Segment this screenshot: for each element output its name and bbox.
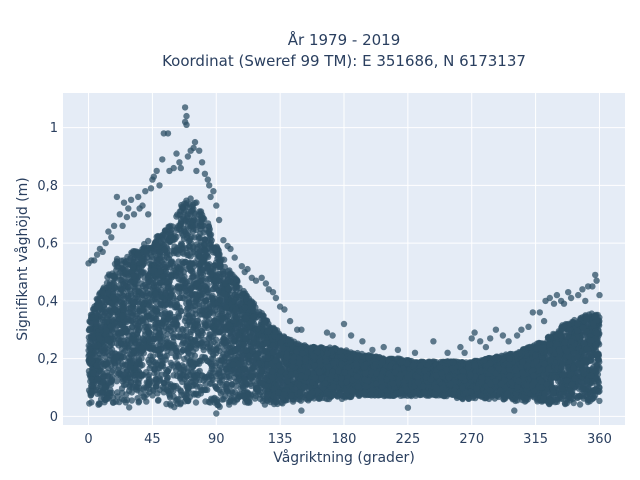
data-point: [155, 396, 162, 404]
chart-title-line-1: År 1979 - 2019: [288, 30, 401, 49]
data-point: [145, 292, 153, 299]
data-point: [128, 397, 135, 404]
data-point: [196, 377, 203, 384]
data-point: [562, 400, 569, 408]
data-point: [116, 398, 123, 406]
data-point: [168, 349, 175, 356]
data-point: [126, 404, 133, 411]
data-points: [85, 104, 603, 417]
data-point: [596, 397, 603, 405]
chart-title-line-2: Koordinat (Sweref 99 TM): E 351686, N 61…: [162, 52, 526, 70]
data-point: [576, 401, 584, 408]
data-point: [192, 399, 200, 406]
data-point: [86, 400, 93, 407]
